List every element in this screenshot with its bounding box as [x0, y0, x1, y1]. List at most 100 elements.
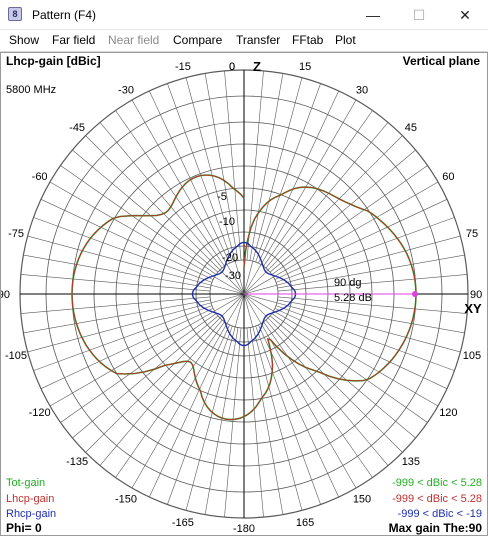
- menu-far-field[interactable]: Far field: [52, 33, 96, 47]
- grid-spoke: [269, 315, 416, 439]
- rhcp-gain-curve: [191, 241, 297, 347]
- grid-spoke: [271, 165, 428, 275]
- grid-spoke: [40, 199, 214, 280]
- angle-label-12: -180: [233, 523, 255, 535]
- grid-spoke: [265, 122, 389, 269]
- angle-label-5: 75: [466, 228, 478, 240]
- grid-spoke: [263, 321, 373, 478]
- grid-spoke: [185, 293, 245, 511]
- radial-label-0: 0: [229, 61, 235, 73]
- grid-spoke: [249, 73, 284, 261]
- grid-spoke: [20, 296, 211, 314]
- grid-spoke: [204, 327, 239, 515]
- axis-xy-label: XY: [464, 301, 482, 316]
- grid-spoke: [99, 319, 223, 466]
- grid-spoke: [33, 305, 213, 371]
- angle-labels: 0 15 30 45 60 75 90 105 120 135 150 165 -180 -165 -150…: [1, 61, 482, 535]
- max-gain-marker[interactable]: [412, 291, 418, 297]
- footer-phi: Phi= 0: [6, 521, 42, 535]
- radial-label-10: -10: [219, 216, 235, 228]
- menu-transfer[interactable]: Transfer: [236, 33, 281, 47]
- grid-spoke: [274, 199, 448, 280]
- grid-spoke: [255, 83, 321, 263]
- radial-label-30: -30: [225, 270, 241, 282]
- grid-spoke: [49, 181, 245, 295]
- grid-spoke: [72, 149, 219, 273]
- polar-plot-area[interactable]: 0 15 30 45 60 75 90 105 120 135 150 165 -180 -165 -150…: [0, 52, 488, 536]
- menu-plot[interactable]: Plot: [335, 33, 356, 47]
- menu-show[interactable]: Show: [9, 33, 40, 47]
- plot-header-right: Vertical plane: [403, 54, 481, 68]
- angle-label-15: -135: [66, 456, 88, 468]
- grid-spoke: [149, 90, 230, 264]
- grid-spoke: [243, 181, 439, 295]
- footer-max-gain: Max gain The:90: [389, 521, 483, 535]
- angle-label-22: -30: [118, 85, 134, 97]
- grid-spoke: [99, 122, 223, 269]
- angle-label-18: -90: [1, 289, 10, 301]
- marker-value: 5.28 dB: [334, 292, 372, 304]
- grid-spoke: [258, 90, 339, 264]
- angle-label-21: -45: [69, 122, 85, 134]
- grid-spoke: [40, 308, 214, 389]
- angle-label-8: 120: [439, 407, 457, 419]
- grid-spoke: [115, 110, 225, 267]
- antenna-app-icon[interactable]: 8: [8, 7, 22, 21]
- minimize-icon[interactable]: —: [366, 7, 380, 23]
- angle-label-17: -105: [5, 350, 27, 362]
- grid-spoke: [243, 293, 357, 489]
- angle-label-6: 90: [470, 289, 482, 301]
- angle-label-13: -165: [172, 517, 194, 529]
- plot-header-left: Lhcp-gain [dBic]: [6, 54, 101, 68]
- grid-spoke: [275, 305, 455, 371]
- grid-spoke: [115, 321, 225, 478]
- close-icon[interactable]: ✕: [459, 7, 471, 23]
- grid-spoke: [277, 274, 468, 292]
- legend-lhcp-name: Lhcp-gain: [6, 493, 54, 505]
- frequency-label: 5800 MHz: [6, 84, 56, 96]
- grid-spoke: [271, 313, 428, 423]
- legend-lhcp-range: -999 < dBic < 5.28: [392, 493, 482, 505]
- window-title: Pattern (F4): [32, 8, 97, 22]
- grid-spoke: [243, 99, 357, 295]
- grid-spoke: [33, 217, 213, 283]
- grid-spoke: [243, 77, 303, 295]
- grid-spoke: [167, 325, 233, 505]
- grid-spoke: [27, 293, 245, 353]
- grid-spoke: [246, 70, 264, 261]
- grid-spoke: [243, 135, 403, 295]
- grid-spoke: [85, 293, 245, 453]
- angle-label-3: 45: [405, 122, 417, 134]
- angle-label-23: -15: [175, 61, 191, 73]
- maximize-icon[interactable]: ☐: [412, 7, 426, 23]
- grid-spoke: [72, 315, 219, 439]
- angle-label-10: 150: [353, 493, 371, 505]
- polar-pattern-chart: 0 15 30 45 60 75 90 105 120 135 150 165 -180 -165 -150…: [1, 54, 483, 535]
- angle-label-20: -60: [32, 171, 48, 183]
- grid-spoke: [131, 99, 245, 295]
- grid-spoke: [246, 327, 264, 518]
- menu-near-field[interactable]: Near field: [108, 33, 160, 47]
- grid-spoke: [49, 293, 245, 407]
- grid-spoke: [20, 274, 211, 292]
- legend-tot-name: Tot-gain: [6, 477, 45, 489]
- angle-label-9: 135: [402, 456, 420, 468]
- grid-spoke: [277, 296, 468, 314]
- grid-spoke: [149, 324, 230, 498]
- menu-fftab[interactable]: FFtab: [292, 33, 324, 47]
- grid-spoke: [224, 70, 242, 261]
- radial-label-5: -5: [217, 191, 227, 203]
- grid-spoke: [23, 254, 211, 289]
- grid-spoke: [185, 77, 245, 295]
- menu-compare[interactable]: Compare: [173, 33, 223, 47]
- grid-spoke: [243, 235, 461, 295]
- grid-spoke: [167, 83, 233, 263]
- angle-label-1: 15: [299, 61, 311, 73]
- grid-spoke: [269, 149, 416, 273]
- angle-label-16: -120: [29, 407, 51, 419]
- grid-spoke: [85, 135, 245, 295]
- angle-label-4: 60: [442, 171, 454, 183]
- pattern-curves: [71, 174, 417, 421]
- grid-spoke: [243, 293, 461, 353]
- grid-spoke: [204, 73, 239, 261]
